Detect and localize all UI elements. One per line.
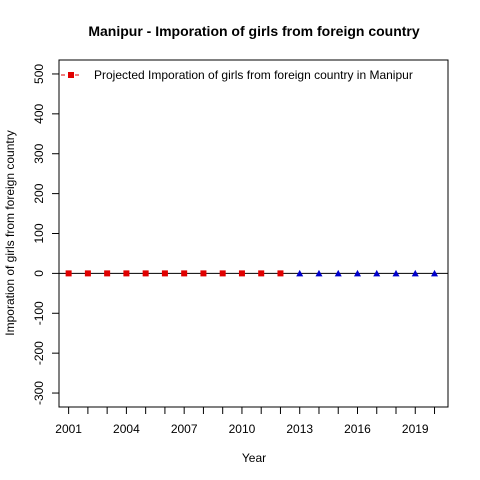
x-tick-label: 2013 — [286, 422, 313, 436]
data-points — [65, 269, 439, 277]
y-tick-label: 500 — [32, 64, 46, 84]
y-axis: -300 -200 -100 0 100 200 300 400 500 — [32, 64, 59, 405]
data-point-square — [84, 270, 91, 277]
x-tick-label: 2004 — [113, 422, 140, 436]
data-point-square — [277, 270, 284, 277]
data-point-square — [181, 270, 188, 277]
y-axis-label: Imporation of girls from foreign country — [3, 130, 17, 335]
x-tick-label: 2016 — [344, 422, 371, 436]
data-point-square — [258, 270, 265, 277]
data-point-square — [65, 270, 72, 277]
data-point-square — [123, 270, 130, 277]
data-point-square — [219, 270, 226, 277]
y-tick-label: -300 — [32, 381, 46, 405]
x-axis: 2001 2004 2007 2010 2013 2016 2019 — [55, 407, 436, 436]
data-point-triangle — [392, 269, 400, 277]
legend-marker — [68, 72, 74, 78]
legend: Projected Imporation of girls from forei… — [61, 68, 413, 82]
x-tick-label: 2001 — [55, 422, 82, 436]
y-tick-label: 300 — [32, 143, 46, 163]
y-tick-label: 100 — [32, 223, 46, 243]
data-point-triangle — [296, 269, 304, 277]
y-tick-label: 0 — [32, 270, 46, 277]
x-tick-label: 2007 — [171, 422, 198, 436]
data-point-triangle — [353, 269, 361, 277]
data-point-triangle — [431, 269, 439, 277]
y-tick-label: -100 — [32, 301, 46, 325]
x-tick-label: 2010 — [229, 422, 256, 436]
chart-title: Manipur - Imporation of girls from forei… — [88, 23, 420, 39]
y-tick-label: 200 — [32, 183, 46, 203]
data-point-triangle — [334, 269, 342, 277]
data-point-square — [200, 270, 207, 277]
data-point-triangle — [411, 269, 419, 277]
data-point-square — [142, 270, 149, 277]
legend-entry: Projected Imporation of girls from forei… — [94, 68, 413, 82]
data-point-triangle — [315, 269, 323, 277]
x-axis-label: Year — [242, 451, 266, 465]
data-point-square — [161, 270, 168, 277]
data-point-triangle — [373, 269, 381, 277]
data-point-square — [104, 270, 111, 277]
x-tick-label: 2019 — [402, 422, 429, 436]
data-point-square — [238, 270, 245, 277]
plot-frame — [58, 59, 449, 408]
y-tick-label: -200 — [32, 341, 46, 365]
y-tick-label: 400 — [32, 104, 46, 124]
